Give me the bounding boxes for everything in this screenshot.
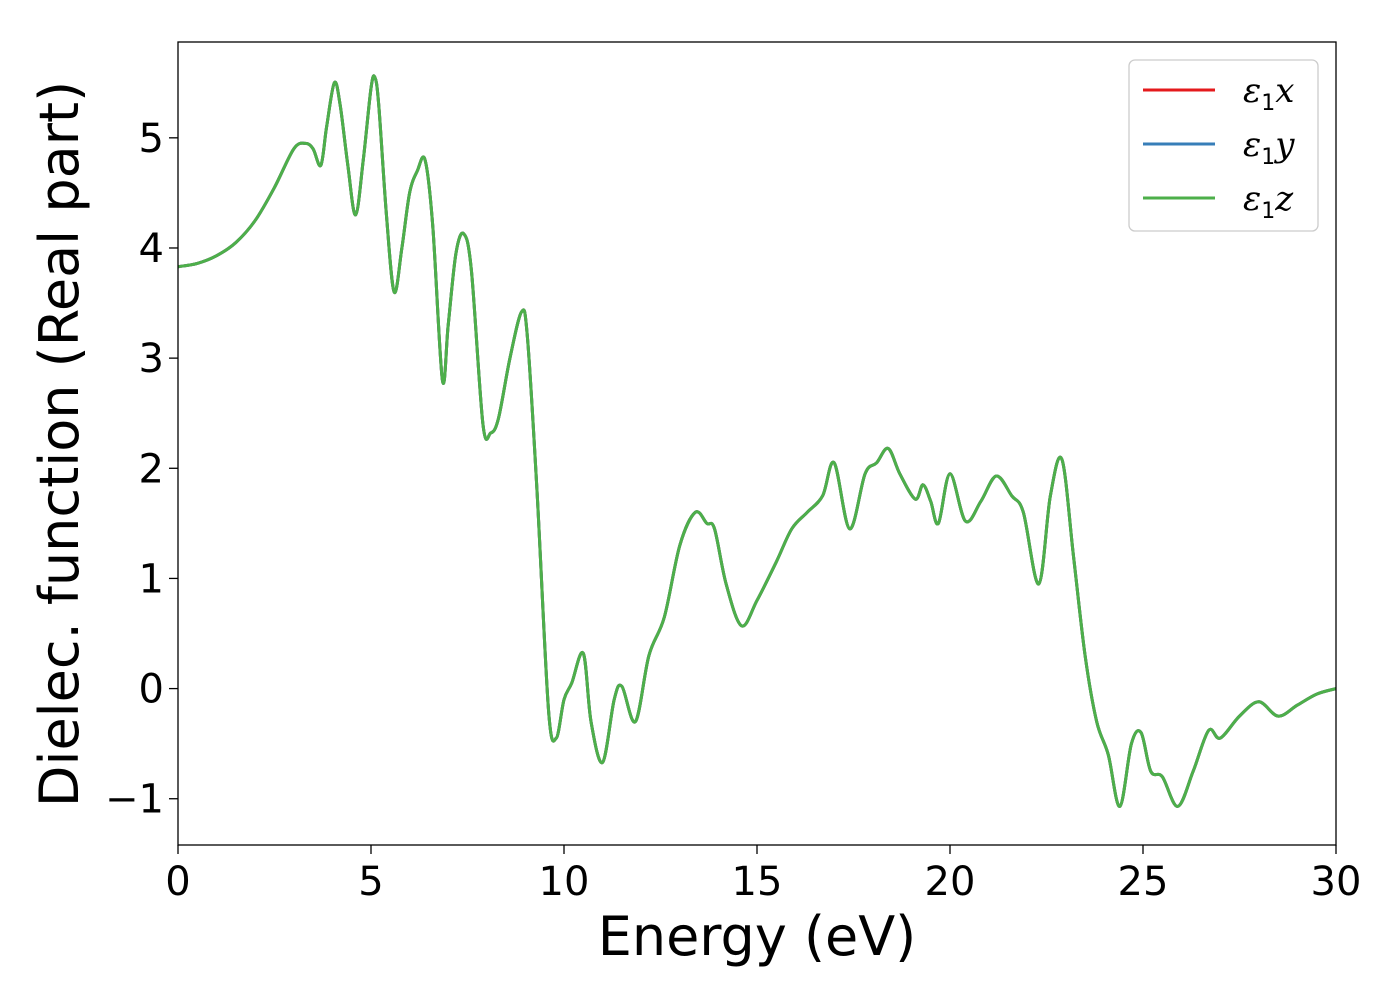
y-tick-label: 5 (139, 116, 164, 162)
y-axis-ticks: −1 0 1 2 3 4 5 (105, 116, 178, 823)
x-tick-label: 30 (1311, 859, 1362, 905)
x-tick-label: 5 (358, 859, 383, 905)
x-axis-ticks: 0 5 10 15 20 25 30 (165, 845, 1361, 905)
x-tick-label: 20 (925, 859, 976, 905)
y-tick-label: −1 (105, 777, 164, 823)
y-tick-label: 0 (139, 667, 164, 713)
x-tick-label: 10 (539, 859, 590, 905)
y-tick-label: 3 (139, 336, 164, 382)
y-axis-label: Dielec. function (Real part) (28, 81, 91, 807)
x-axis-label: Energy (eV) (598, 905, 917, 968)
legend: ε1x ε1y ε1z (1128, 59, 1319, 232)
y-tick-label: 1 (139, 556, 164, 602)
x-tick-label: 25 (1118, 859, 1169, 905)
y-tick-label: 4 (139, 226, 164, 272)
series-line-z (178, 74, 1336, 808)
legend-box (1128, 59, 1319, 232)
y-tick-label: 2 (139, 446, 164, 492)
x-tick-label: 0 (165, 859, 190, 905)
series-layer (178, 74, 1336, 808)
legend-label-z: ε1z (1243, 179, 1294, 224)
legend-label-y: ε1y (1243, 125, 1295, 170)
legend-label-x: ε1x (1243, 71, 1294, 116)
x-tick-label: 15 (732, 859, 783, 905)
